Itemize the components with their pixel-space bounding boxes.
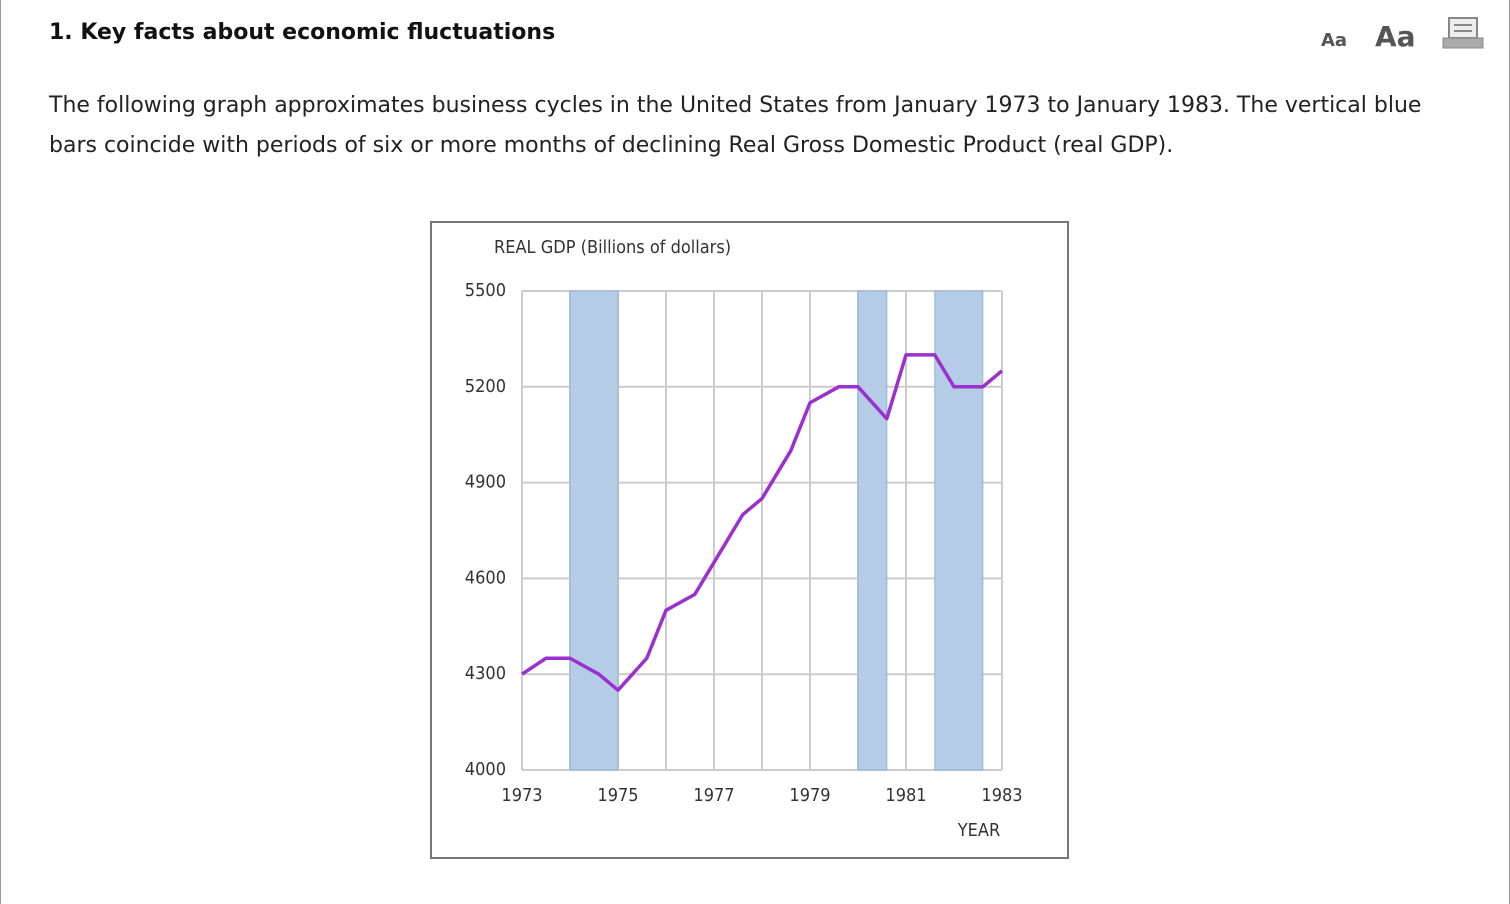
question-title: 1. Key facts about economic fluctuations (49, 20, 556, 45)
y-axis-label: REAL GDP (Billions of dollars) (494, 237, 731, 258)
y-tick-label: 5500 (465, 280, 506, 301)
x-tick-label: 1973 (501, 785, 542, 806)
y-tick-label: 4300 (465, 663, 506, 684)
x-axis-label: YEAR (957, 820, 1000, 841)
gdp-line (521, 353, 1004, 692)
x-tick-label: 1977 (693, 785, 734, 806)
intro-text: The following graph approximates busines… (49, 93, 1422, 158)
y-tick-label: 4600 (465, 567, 506, 588)
recession-bar (857, 290, 888, 771)
x-tick-label: 1981 (885, 785, 926, 806)
y-tick-label: 4000 (465, 759, 506, 780)
recession-bar (569, 290, 619, 771)
chart: REAL GDP (Billions of dollars) YEAR 4000… (430, 221, 1069, 859)
y-tick-label: 4900 (465, 472, 506, 493)
y-tick-label: 5200 (465, 376, 506, 397)
print-icon[interactable] (1441, 16, 1485, 50)
font-size-large[interactable]: Aa (1375, 20, 1416, 53)
font-size-small[interactable]: Aa (1321, 30, 1348, 51)
x-tick-label: 1975 (597, 785, 638, 806)
recession-bar (934, 290, 984, 771)
x-tick-label: 1979 (789, 785, 830, 806)
x-tick-label: 1983 (981, 785, 1022, 806)
